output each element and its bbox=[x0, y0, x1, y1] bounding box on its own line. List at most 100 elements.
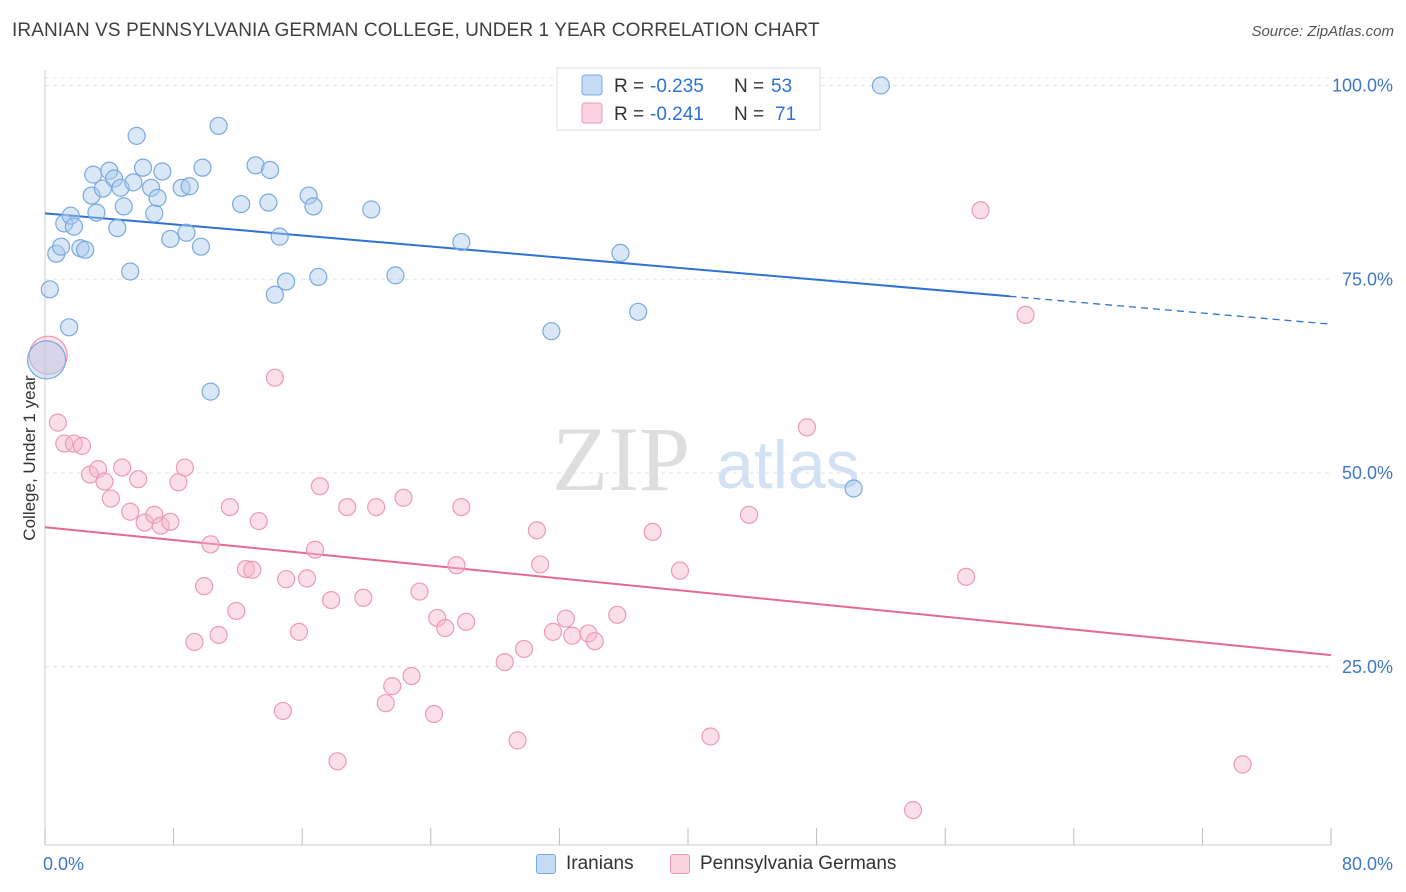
point-iranians bbox=[148, 188, 167, 207]
point-pennsylvania-germans bbox=[185, 632, 204, 652]
point-iranians bbox=[87, 203, 106, 222]
trend-line-0 bbox=[44, 212, 1010, 298]
point-iranians bbox=[27, 340, 67, 380]
legend-bottom: Iranians Pennsylvania Germans bbox=[0, 850, 1406, 880]
x-tick-label-min: 0.0% bbox=[43, 854, 84, 874]
point-pennsylvania-germans bbox=[452, 498, 471, 517]
point-pennsylvania-germans bbox=[424, 704, 444, 724]
point-pennsylvania-germans bbox=[670, 561, 690, 580]
legend-r-value-iranians: -0.235 bbox=[650, 76, 704, 97]
point-pennsylvania-germans bbox=[971, 201, 990, 220]
point-iranians bbox=[177, 223, 196, 242]
point-iranians bbox=[309, 267, 328, 287]
point-pennsylvania-germans bbox=[436, 618, 455, 638]
legend-label-pennsylvania-germans: Pennsylvania Germans bbox=[700, 853, 897, 874]
legend-n-label-iranians: N = bbox=[734, 76, 764, 97]
point-pennsylvania-germans bbox=[608, 605, 627, 624]
point-iranians bbox=[105, 169, 124, 188]
watermark-zip: ZIP bbox=[552, 408, 690, 510]
point-pennsylvania-germans bbox=[1233, 755, 1252, 774]
point-pennsylvania-germans bbox=[265, 368, 284, 387]
point-pennsylvania-germans bbox=[514, 639, 534, 659]
legend-item-iranians: Iranians bbox=[536, 853, 634, 875]
y-tick-label: 100.0% bbox=[1332, 76, 1393, 96]
point-pennsylvania-germans bbox=[72, 436, 92, 455]
point-iranians bbox=[153, 162, 172, 181]
point-iranians bbox=[108, 219, 127, 238]
point-iranians bbox=[76, 240, 95, 259]
watermark: ZIP atlas bbox=[552, 408, 860, 510]
point-pennsylvania-germans bbox=[376, 694, 395, 713]
point-iranians bbox=[209, 116, 228, 135]
point-iranians bbox=[542, 322, 561, 341]
data-points bbox=[27, 76, 1252, 820]
point-pennsylvania-germans bbox=[328, 752, 347, 771]
point-iranians bbox=[270, 227, 289, 246]
y-tick-label: 75.0% bbox=[1342, 269, 1393, 289]
point-iranians bbox=[299, 186, 318, 205]
y-axis-tick-labels: 25.0% 50.0% 75.0% 100.0% bbox=[1332, 76, 1393, 677]
legend-label-iranians: Iranians bbox=[566, 853, 634, 874]
point-pennsylvania-germans bbox=[95, 472, 114, 491]
point-iranians bbox=[114, 197, 133, 216]
point-iranians bbox=[60, 318, 79, 337]
legend-r-label-pennsylvania-germans: R = bbox=[614, 104, 644, 125]
watermark-atlas: atlas bbox=[716, 427, 860, 503]
point-pennsylvania-germans bbox=[410, 582, 429, 601]
point-pennsylvania-germans bbox=[161, 512, 180, 531]
point-pennsylvania-germans bbox=[201, 535, 220, 554]
source-label: Source: ZipAtlas.com bbox=[1251, 23, 1394, 40]
legend-n-value-pennsylvania-germans: 71 bbox=[775, 104, 796, 125]
point-pennsylvania-germans bbox=[338, 498, 357, 517]
point-iranians bbox=[64, 217, 84, 236]
point-iranians bbox=[127, 126, 146, 145]
point-pennsylvania-germans bbox=[121, 502, 140, 521]
point-pennsylvania-germans bbox=[956, 567, 976, 586]
point-pennsylvania-germans bbox=[175, 458, 194, 477]
legend-r-value-pennsylvania-germans: -0.241 bbox=[650, 104, 704, 125]
point-pennsylvania-germans bbox=[527, 521, 546, 540]
point-pennsylvania-germans bbox=[701, 727, 720, 746]
grid-lines bbox=[45, 77, 1331, 668]
point-pennsylvania-germans bbox=[113, 458, 132, 477]
legend-item-pennsylvania-germans: Pennsylvania Germans bbox=[670, 853, 896, 875]
y-tick-label: 25.0% bbox=[1342, 657, 1393, 677]
point-pennsylvania-germans bbox=[151, 516, 170, 535]
point-iranians bbox=[145, 204, 164, 223]
point-iranians bbox=[93, 179, 112, 198]
point-iranians bbox=[201, 382, 220, 401]
point-iranians bbox=[277, 272, 296, 291]
point-iranians bbox=[141, 178, 161, 197]
point-pennsylvania-germans bbox=[643, 522, 662, 542]
point-pennsylvania-germans bbox=[1016, 305, 1035, 324]
point-pennsylvania-germans bbox=[383, 677, 402, 696]
point-iranians bbox=[82, 186, 101, 205]
legend-r-label-iranians: R = bbox=[614, 76, 644, 97]
point-iranians bbox=[133, 158, 153, 177]
point-iranians bbox=[362, 200, 381, 219]
point-iranians bbox=[629, 302, 648, 321]
point-pennsylvania-germans bbox=[48, 413, 67, 432]
x-axis-ticks bbox=[44, 828, 1332, 845]
point-pennsylvania-germans bbox=[289, 622, 309, 641]
point-pennsylvania-germans bbox=[563, 626, 582, 645]
legend-n-value-iranians: 53 bbox=[771, 76, 792, 97]
point-pennsylvania-germans bbox=[457, 612, 476, 631]
point-pennsylvania-germans bbox=[249, 511, 268, 531]
legend-swatch-iranians bbox=[536, 854, 556, 874]
point-pennsylvania-germans bbox=[508, 731, 527, 750]
point-pennsylvania-germans bbox=[145, 505, 164, 524]
point-pennsylvania-germans bbox=[129, 470, 148, 489]
point-iranians bbox=[161, 229, 180, 249]
point-pennsylvania-germans bbox=[310, 477, 329, 496]
point-pennsylvania-germans bbox=[28, 335, 68, 375]
legend-n-label-pennsylvania-germans: N = bbox=[734, 104, 764, 125]
point-iranians bbox=[121, 262, 140, 281]
point-iranians bbox=[304, 197, 323, 216]
point-pennsylvania-germans bbox=[322, 590, 341, 610]
chart-title: IRANIAN VS PENNSYLVANIA GERMAN COLLEGE, … bbox=[12, 20, 820, 41]
point-iranians bbox=[246, 156, 265, 175]
point-pennsylvania-germans bbox=[305, 540, 325, 559]
point-iranians bbox=[259, 193, 278, 212]
